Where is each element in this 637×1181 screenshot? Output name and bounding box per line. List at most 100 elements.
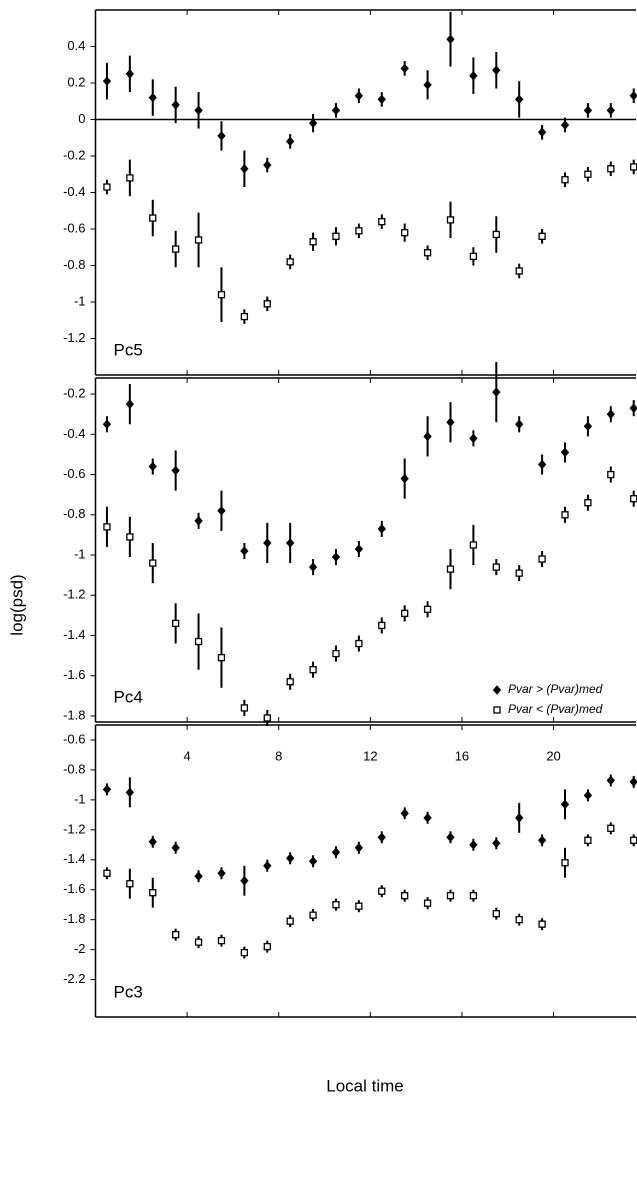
data-point xyxy=(126,174,134,182)
data-point xyxy=(469,70,478,81)
data-point xyxy=(194,871,203,882)
data-point xyxy=(263,714,271,722)
data-point xyxy=(125,69,135,79)
data-point xyxy=(515,813,524,823)
data-point xyxy=(423,249,432,257)
data-point xyxy=(194,105,203,116)
data-point xyxy=(492,230,500,239)
data-point xyxy=(102,784,112,795)
data-point xyxy=(354,843,364,853)
y-tick-label: -0.6 xyxy=(63,220,85,235)
data-point xyxy=(103,523,111,531)
data-point xyxy=(286,917,294,925)
data-point xyxy=(446,216,455,224)
data-point xyxy=(583,105,593,116)
data-point xyxy=(263,160,272,170)
y-tick-label: -1 xyxy=(74,293,86,308)
data-point xyxy=(515,569,523,577)
data-point xyxy=(148,837,157,847)
data-point xyxy=(217,868,226,879)
data-point xyxy=(355,639,363,648)
data-point xyxy=(606,775,615,786)
data-point xyxy=(423,813,432,823)
data-point xyxy=(309,666,317,674)
data-point xyxy=(286,136,295,147)
data-point xyxy=(560,120,570,130)
data-point xyxy=(286,853,295,864)
y-tick-label: -1.4 xyxy=(63,851,85,866)
y-tick-label: -0.8 xyxy=(63,257,85,272)
panel-label: Pc3 xyxy=(114,982,143,1001)
x-axis-label: Local time xyxy=(326,1076,403,1095)
data-point xyxy=(583,790,593,801)
data-point xyxy=(309,238,317,246)
data-point xyxy=(103,183,111,191)
legend-marker xyxy=(493,706,501,714)
data-point xyxy=(378,887,386,895)
panel-label: Pc5 xyxy=(114,340,143,359)
data-point xyxy=(171,100,180,110)
data-point xyxy=(630,163,637,171)
x-tick-label: 4 xyxy=(183,748,190,763)
legend-label: Pvar > (Pvar)med xyxy=(508,682,603,696)
y-tick-label: -1.4 xyxy=(63,627,85,642)
data-point xyxy=(469,840,478,850)
y-tick-label: -0.2 xyxy=(63,147,85,162)
data-point xyxy=(629,91,637,101)
data-point xyxy=(515,267,523,275)
y-tick-label: -1.8 xyxy=(63,911,85,926)
data-point xyxy=(377,94,386,105)
data-point xyxy=(630,495,637,503)
data-point xyxy=(286,678,294,686)
data-point xyxy=(377,524,386,534)
data-point xyxy=(263,300,271,308)
data-point xyxy=(561,176,569,184)
data-point xyxy=(102,419,112,430)
data-point xyxy=(584,499,592,507)
y-tick-label: -1.8 xyxy=(63,707,85,722)
y-tick-label: -0.4 xyxy=(63,426,85,441)
y-tick-label: 0.2 xyxy=(67,74,85,89)
data-point xyxy=(171,465,180,476)
data-point xyxy=(538,555,546,563)
legend-marker xyxy=(492,685,502,695)
data-point xyxy=(400,808,409,819)
data-point xyxy=(331,105,341,116)
data-point xyxy=(423,80,432,90)
data-point xyxy=(171,843,180,853)
data-point xyxy=(378,621,386,630)
data-point xyxy=(469,252,478,261)
data-point xyxy=(126,533,134,541)
data-point xyxy=(331,847,341,858)
data-point xyxy=(194,516,203,526)
data-point xyxy=(217,131,226,141)
data-point xyxy=(446,34,455,44)
data-point xyxy=(446,417,455,428)
y-tick-label: -0.6 xyxy=(63,466,85,481)
data-point xyxy=(309,911,317,919)
data-point xyxy=(537,459,547,470)
data-point xyxy=(401,892,409,900)
data-point xyxy=(217,936,226,945)
data-point xyxy=(263,942,271,951)
data-point xyxy=(217,506,226,516)
data-point xyxy=(400,63,409,74)
data-point xyxy=(240,875,249,886)
data-point xyxy=(423,899,432,907)
legend-label: Pvar < (Pvar)med xyxy=(508,702,603,716)
data-point xyxy=(263,860,272,871)
data-point xyxy=(561,859,569,867)
y-tick-label: -0.2 xyxy=(63,386,85,401)
data-point xyxy=(629,777,637,787)
data-point xyxy=(125,399,135,409)
data-point xyxy=(607,824,615,832)
data-point xyxy=(401,609,409,618)
y-axis-label: log(psd) xyxy=(7,574,26,635)
data-point xyxy=(515,916,523,924)
data-point xyxy=(423,431,432,442)
data-point xyxy=(102,76,112,86)
data-point xyxy=(492,838,501,849)
data-point xyxy=(538,232,546,240)
y-tick-label: -0.8 xyxy=(63,761,85,776)
